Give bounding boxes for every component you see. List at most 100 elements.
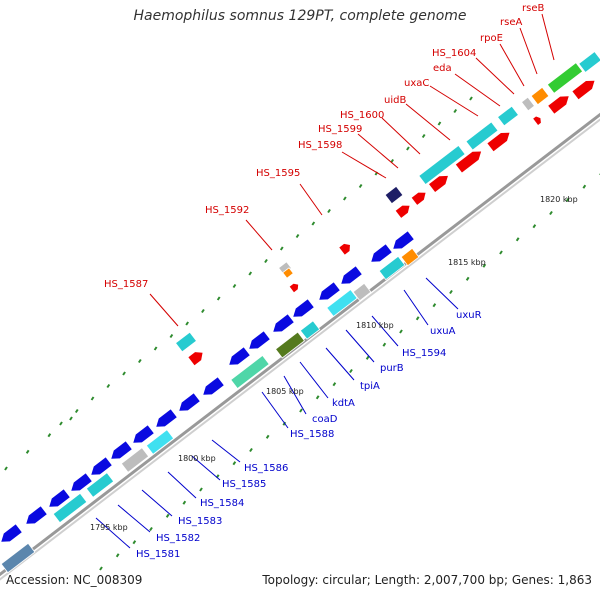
tick-mark-lower	[315, 395, 320, 400]
gene-block-forward	[520, 96, 536, 112]
gene-block-reverse	[274, 331, 306, 359]
gene-block-reverse	[85, 472, 115, 498]
gene-block-forward	[548, 96, 569, 114]
tick-mark-upper	[295, 233, 300, 239]
gene-label: rseB	[522, 3, 544, 14]
gene-block-forward	[282, 267, 294, 279]
tick-mark-upper	[90, 396, 95, 401]
tick-mark-lower	[499, 250, 503, 255]
tick-mark-lower	[549, 210, 553, 216]
tick-mark-lower	[365, 355, 370, 360]
gene-block-reverse	[326, 288, 358, 318]
gene-label: HS_1595	[256, 168, 300, 179]
tick-mark-upper	[216, 296, 221, 301]
tick-mark-lower	[449, 289, 453, 295]
accession-label: Accession: NC_008309	[6, 573, 143, 587]
gene-block-forward	[465, 121, 499, 151]
leader-line	[541, 13, 555, 61]
leader-line	[371, 315, 399, 347]
tick-label: 1795 kbp	[90, 523, 128, 532]
gene-block-reverse	[179, 393, 200, 411]
gene-label: HS_1583	[178, 516, 222, 527]
gene-label: HS_1599	[318, 124, 362, 135]
gene-block-reverse	[133, 425, 154, 443]
tick-mark-upper	[59, 421, 63, 426]
gene-label: HS_1584	[200, 498, 244, 509]
leader-line	[425, 277, 459, 310]
tick-mark-lower	[382, 342, 387, 347]
tick-mark-upper	[358, 183, 363, 189]
gene-block-forward	[429, 175, 448, 193]
tick-mark-lower	[149, 526, 153, 532]
gene-block-forward	[339, 243, 350, 255]
leader-line	[141, 489, 173, 517]
leader-line	[325, 347, 355, 381]
gene-label: uxaC	[404, 78, 429, 89]
leader-line	[95, 517, 131, 549]
tick-mark-lower	[299, 408, 303, 413]
gene-block-reverse	[156, 409, 177, 427]
gene-block-reverse	[0, 542, 36, 574]
leader-line	[283, 375, 307, 415]
tick-mark-upper	[232, 283, 237, 289]
tick-mark-lower	[415, 316, 420, 321]
tick-mark-upper	[106, 383, 111, 389]
tick-mark-lower	[432, 303, 437, 308]
gene-label: HS_1588	[290, 429, 334, 440]
gene-label: HS_1592	[205, 205, 249, 216]
gene-label: HS_1582	[156, 533, 200, 544]
leader-line	[499, 43, 525, 87]
tick-mark-lower	[482, 263, 487, 268]
gene-features	[0, 50, 600, 574]
gene-block-reverse	[378, 255, 406, 281]
gene-label: uidB	[384, 95, 406, 106]
gene-block-reverse	[293, 299, 314, 317]
tick-mark-lower	[182, 500, 187, 505]
gene-block-reverse	[229, 347, 250, 365]
gene-label: HS_1594	[402, 348, 446, 359]
gene-block-forward	[455, 151, 482, 173]
gene-block-forward	[395, 205, 410, 218]
gene-label: HS_1585	[222, 479, 266, 490]
leader-line	[454, 73, 501, 107]
leader-line	[429, 85, 479, 117]
gene-block-reverse	[111, 441, 132, 459]
tick-mark-upper	[406, 146, 410, 151]
tick-mark-upper	[437, 121, 442, 126]
gene-block-reverse	[249, 331, 270, 349]
gene-block-forward	[384, 185, 404, 205]
leader-line	[191, 455, 221, 481]
tick-mark-lower	[265, 434, 270, 439]
tick-mark-upper	[421, 133, 426, 139]
gene-label: HS_1586	[244, 463, 288, 474]
tick-mark-upper	[4, 466, 8, 471]
tick-label: 1805 kbp	[266, 387, 304, 396]
gene-block-forward	[289, 283, 299, 293]
gene-block-reverse	[145, 429, 175, 455]
gene-block-forward	[546, 62, 584, 94]
gene-block-forward	[496, 105, 520, 127]
gene-block-reverse	[352, 282, 372, 302]
gene-block-reverse	[319, 282, 340, 300]
tick-mark-lower	[582, 184, 587, 189]
leader-line	[519, 27, 538, 75]
leader-line	[475, 57, 515, 95]
leader-line	[405, 103, 451, 141]
gene-block-forward	[487, 132, 510, 152]
gene-block-reverse	[371, 244, 392, 262]
leader-line	[261, 391, 289, 429]
gene-label: rseA	[500, 17, 522, 28]
leader-line	[149, 293, 179, 327]
tick-mark-lower	[115, 553, 120, 558]
tick-mark-upper	[47, 433, 52, 438]
tick-mark-lower	[332, 382, 337, 387]
gene-block-reverse	[400, 247, 420, 267]
gene-labels: HS_1587 HS_1592 HS_1595 HS_1598 HS_1599 HS_16…	[104, 3, 544, 560]
tick-label: 1820 kbp	[540, 195, 578, 204]
leader-line	[299, 361, 329, 399]
tick-label: 1800 kbp	[178, 454, 216, 463]
tick-mark-lower	[165, 513, 170, 518]
tick-mark-upper	[185, 321, 189, 326]
gene-block-forward	[418, 144, 466, 186]
